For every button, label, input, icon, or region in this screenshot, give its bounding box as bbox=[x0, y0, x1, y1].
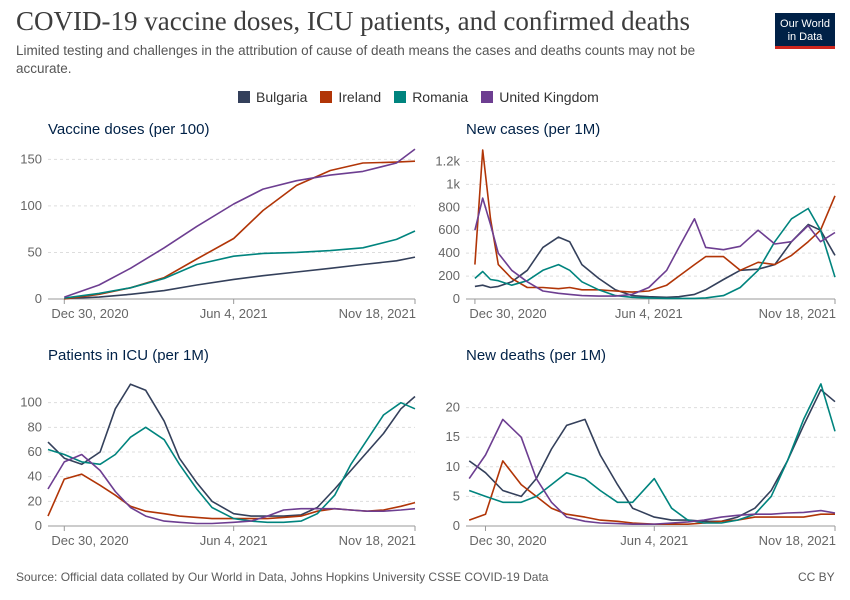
legend-label: Bulgaria bbox=[256, 89, 308, 105]
panel-title: Patients in ICU (per 1M) bbox=[48, 347, 209, 364]
x-tick-label: Nov 18, 2021 bbox=[759, 533, 836, 548]
legend-swatch bbox=[238, 91, 250, 103]
y-tick-label: 0 bbox=[453, 291, 460, 306]
y-tick-label: 100 bbox=[20, 395, 42, 410]
y-tick-label: 0 bbox=[35, 291, 42, 306]
y-tick-label: 5 bbox=[453, 488, 460, 503]
y-tick-label: 100 bbox=[20, 198, 42, 213]
x-tick-label: Jun 4, 2021 bbox=[200, 533, 268, 548]
y-tick-label: 10 bbox=[446, 459, 460, 474]
x-tick-label: Dec 30, 2020 bbox=[51, 306, 128, 321]
x-tick-label: Jun 4, 2021 bbox=[615, 306, 683, 321]
legend-swatch bbox=[320, 91, 333, 103]
legend: Bulgaria Ireland Romania United Kingdom bbox=[238, 89, 599, 105]
y-tick-label: 50 bbox=[28, 244, 42, 259]
y-tick-label: 60 bbox=[28, 444, 42, 459]
series-line-romania bbox=[64, 230, 416, 299]
y-tick-label: 1.2k bbox=[435, 153, 460, 168]
series-line-united-kingdom bbox=[474, 197, 836, 297]
legend-item-ireland[interactable]: Ireland bbox=[320, 89, 381, 105]
y-tick-label: 20 bbox=[28, 493, 42, 508]
x-tick-label: Nov 18, 2021 bbox=[339, 533, 416, 548]
y-tick-label: 800 bbox=[438, 199, 460, 214]
panel-title: New cases (per 1M) bbox=[466, 121, 600, 138]
x-tick-label: Jun 4, 2021 bbox=[200, 306, 268, 321]
x-tick-label: Jun 4, 2021 bbox=[620, 533, 688, 548]
series-line-bulgaria bbox=[64, 256, 416, 300]
series-line-romania bbox=[468, 383, 836, 524]
panel-title: New deaths (per 1M) bbox=[466, 347, 606, 364]
legend-swatch bbox=[481, 91, 494, 103]
series-line-bulgaria bbox=[47, 383, 416, 517]
legend-item-romania[interactable]: Romania bbox=[394, 89, 468, 105]
legend-swatch bbox=[394, 91, 407, 103]
x-tick-label: Nov 18, 2021 bbox=[759, 306, 836, 321]
panel-title: Vaccine doses (per 100) bbox=[48, 121, 209, 138]
chart-subtitle: Limited testing and challenges in the at… bbox=[16, 43, 696, 76]
legend-label: Ireland bbox=[338, 89, 382, 105]
series-line-romania bbox=[474, 207, 836, 300]
y-tick-label: 20 bbox=[446, 400, 460, 415]
legend-item-united-kingdom[interactable]: United Kingdom bbox=[481, 89, 599, 105]
legend-label: United Kingdom bbox=[499, 89, 599, 105]
x-tick-label: Dec 30, 2020 bbox=[469, 533, 546, 548]
legend-label: Romania bbox=[412, 89, 469, 105]
y-tick-label: 200 bbox=[438, 268, 460, 283]
license-label[interactable]: CC BY bbox=[798, 570, 835, 584]
series-line-ireland bbox=[474, 149, 836, 293]
series-line-united-kingdom bbox=[468, 418, 836, 526]
series-line-united-kingdom bbox=[64, 148, 416, 298]
source-note: Source: Official data collated by Our Wo… bbox=[16, 570, 549, 584]
y-tick-label: 0 bbox=[453, 518, 460, 533]
y-tick-label: 40 bbox=[28, 469, 42, 484]
series-line-romania bbox=[47, 401, 416, 524]
y-tick-label: 400 bbox=[438, 245, 460, 260]
y-tick-label: 0 bbox=[35, 518, 42, 533]
y-tick-label: 600 bbox=[438, 222, 460, 237]
chart-title: COVID-19 vaccine doses, ICU patients, an… bbox=[16, 6, 691, 36]
x-tick-label: Dec 30, 2020 bbox=[469, 306, 546, 321]
series-line-bulgaria bbox=[468, 388, 836, 523]
y-tick-label: 80 bbox=[28, 419, 42, 434]
legend-item-bulgaria[interactable]: Bulgaria bbox=[238, 89, 307, 105]
y-tick-label: 150 bbox=[20, 151, 42, 166]
x-tick-label: Nov 18, 2021 bbox=[339, 306, 416, 321]
owid-logo[interactable]: Our World in Data bbox=[775, 13, 835, 49]
y-tick-label: 15 bbox=[446, 429, 460, 444]
logo-line-1: Our World bbox=[780, 18, 830, 30]
y-tick-label: 1k bbox=[446, 176, 460, 191]
x-tick-label: Dec 30, 2020 bbox=[51, 533, 128, 548]
series-line-united-kingdom bbox=[47, 453, 416, 525]
logo-line-2: in Data bbox=[787, 31, 823, 43]
